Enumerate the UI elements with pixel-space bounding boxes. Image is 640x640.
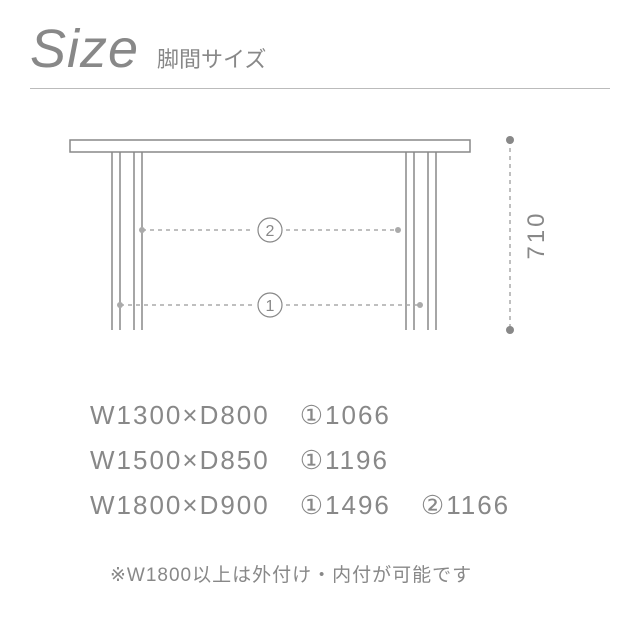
- spec-list: W1300×D800 ①1066 W1500×D850 ①1196 W1800×…: [90, 400, 510, 535]
- svg-text:2: 2: [266, 223, 275, 240]
- spec-size: W1800×D900: [90, 490, 270, 521]
- title-main: Size: [30, 18, 139, 80]
- header: Size 脚間サイズ: [30, 18, 266, 80]
- spec-d2: ②1166: [421, 490, 510, 521]
- svg-text:710: 710: [523, 210, 550, 259]
- diagram-svg: 2 1 710: [50, 130, 570, 360]
- spec-row: W1800×D900 ①1496 ②1166: [90, 490, 510, 521]
- title-sub: 脚間サイズ: [157, 42, 266, 74]
- spec-d1: ①1066: [300, 400, 391, 431]
- spec-row: W1500×D850 ①1196: [90, 445, 510, 476]
- table-diagram: 2 1 710: [50, 130, 570, 360]
- footnote: ※W1800以上は外付け・内付が可能です: [110, 560, 472, 587]
- spec-size: W1300×D800: [90, 400, 270, 431]
- spec-d1: ①1496: [300, 490, 391, 521]
- svg-text:1: 1: [266, 298, 275, 315]
- spec-d1: ①1196: [300, 445, 389, 476]
- spec-row: W1300×D800 ①1066: [90, 400, 510, 431]
- header-rule: [30, 88, 610, 89]
- spec-size: W1500×D850: [90, 445, 270, 476]
